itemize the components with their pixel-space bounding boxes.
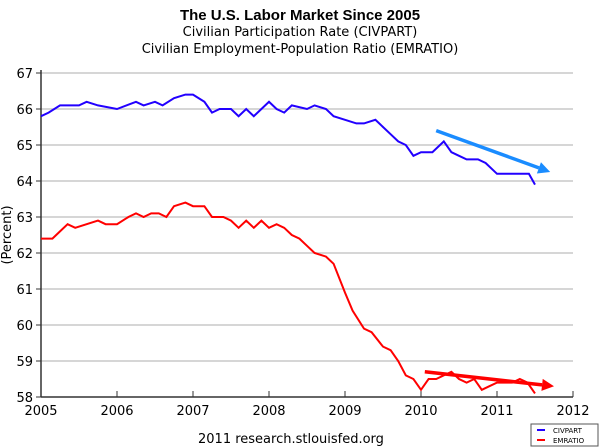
chart-subtitle-2: Civilian Employment-Population Ratio (EM… — [141, 42, 459, 57]
y-tick-label: 60 — [16, 319, 33, 334]
chart-subtitle-1: Civilian Participation Rate (CIVPART) — [182, 25, 418, 40]
y-tick-label: 63 — [16, 211, 33, 226]
legend-label-civpart: CIVPART — [553, 427, 583, 435]
x-tick-label: 2008 — [252, 404, 285, 419]
trend-arrow-shaft — [435, 128, 540, 170]
x-tick-label: 2005 — [24, 404, 57, 419]
footer-source: 2011 research.stlouisfed.org — [198, 432, 384, 447]
y-tick-label: 58 — [16, 391, 33, 406]
x-tick-label: 2011 — [480, 404, 513, 419]
y-axis-label: (Percent) — [0, 205, 15, 264]
y-tick-label: 62 — [16, 247, 33, 262]
y-tick-label: 64 — [16, 175, 33, 190]
y-tick-label: 61 — [16, 283, 33, 298]
y-tick-label: 67 — [16, 67, 33, 82]
trend-arrow-head — [536, 162, 551, 174]
x-tick-label: 2012 — [556, 404, 589, 419]
legend-label-emratio: EMRATIO — [553, 437, 585, 445]
series-line-civpart — [40, 93, 536, 186]
x-tick-label: 2009 — [328, 404, 361, 419]
chart-title: The U.S. Labor Market Since 2005 — [179, 7, 421, 24]
x-tick-label: 2010 — [404, 404, 437, 419]
y-tick-label: 65 — [16, 139, 33, 154]
y-tick-label: 59 — [16, 355, 33, 370]
legend-box — [530, 423, 599, 447]
series-line-emratio — [41, 201, 536, 394]
trend-arrow-shaft — [424, 370, 543, 387]
legend: CIVPART EMRATIO — [530, 423, 599, 447]
y-tick-label: 66 — [16, 103, 33, 118]
x-tick-label: 2006 — [100, 404, 133, 419]
trend-arrow-head — [541, 378, 554, 391]
x-tick-label: 2007 — [176, 404, 209, 419]
